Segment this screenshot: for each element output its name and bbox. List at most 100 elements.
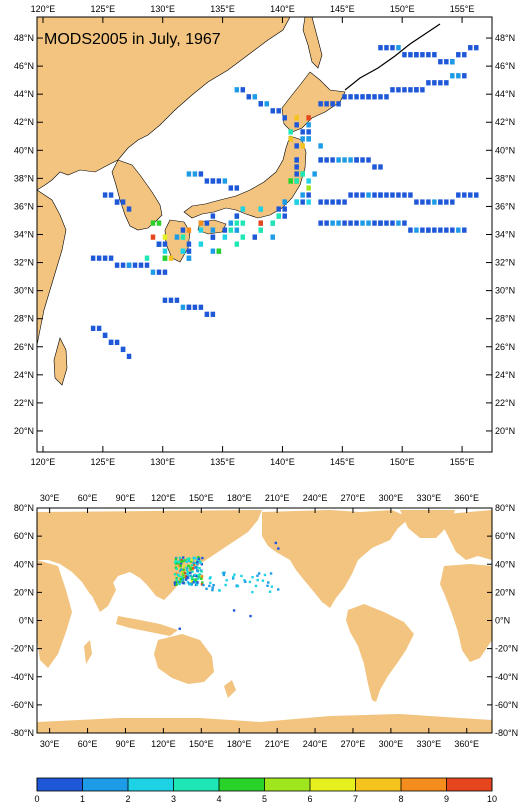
observation-cell	[234, 213, 240, 219]
observation-cell	[177, 560, 180, 564]
observation-cell	[360, 94, 365, 100]
top-map-land-kurils	[344, 23, 441, 91]
observation-cell	[195, 566, 199, 569]
observation-cell	[246, 94, 252, 100]
observation-cell	[208, 584, 211, 588]
observation-cell	[462, 73, 467, 79]
observation-cell	[426, 52, 431, 58]
bottom-lat-label-right: -80°N	[495, 728, 518, 738]
top-lon-label-top: 155°E	[450, 4, 475, 14]
top-lon-label-top: 150°E	[390, 4, 415, 14]
bottom-lon-label-top: 60°E	[78, 493, 98, 503]
observation-cell	[198, 304, 204, 310]
observation-cell	[224, 583, 227, 587]
top-lon-label-top: 145°E	[330, 4, 355, 14]
observation-cell	[194, 581, 197, 584]
observation-cell	[396, 45, 401, 51]
observation-cell	[175, 576, 178, 580]
observation-cell	[450, 199, 455, 205]
bottom-lat-label-left: 80°N	[14, 503, 34, 513]
top-lat-label-right: 32°N	[495, 258, 515, 268]
observation-cell	[102, 332, 108, 338]
observation-cell	[396, 87, 401, 93]
bottom-lon-label-bottom: 120°E	[151, 739, 176, 749]
observation-cell	[366, 220, 371, 226]
observation-cell	[426, 199, 431, 205]
observation-cell	[120, 346, 126, 353]
observation-cell	[202, 583, 205, 587]
observation-cell	[209, 581, 212, 585]
observation-cell	[258, 206, 264, 212]
observation-cell	[197, 574, 200, 577]
observation-cell	[195, 583, 199, 586]
observation-cell	[108, 339, 114, 346]
bottom-lon-label-bottom: 300°E	[379, 739, 404, 749]
observation-cell	[210, 213, 216, 219]
observation-cell	[186, 171, 192, 177]
observation-cell	[390, 87, 395, 93]
bottom-map-land-indonesia	[116, 616, 178, 636]
observation-cell	[306, 115, 311, 121]
observation-cell	[174, 297, 180, 303]
top-lon-label-bottom: 125°E	[91, 457, 116, 467]
observation-cell	[185, 560, 188, 563]
top-lat-label-left: 30°N	[14, 286, 34, 296]
observation-cell	[185, 567, 189, 570]
observation-cell	[342, 220, 347, 226]
observation-cell	[312, 171, 317, 177]
observation-cell	[181, 556, 185, 559]
bottom-lon-label-bottom: 240°E	[303, 739, 328, 749]
observation-cell	[414, 87, 419, 93]
observation-cell	[277, 547, 280, 550]
observation-cell	[222, 573, 226, 577]
observation-cell	[186, 581, 190, 584]
bottom-lat-label-left: -60°N	[11, 700, 34, 710]
observation-cell	[210, 248, 216, 254]
observation-cell	[342, 199, 347, 205]
top-lat-label-right: 36°N	[495, 201, 515, 211]
observation-cell	[190, 580, 194, 583]
observation-cell	[186, 557, 189, 561]
observation-cell	[108, 192, 114, 198]
observation-cell	[180, 558, 183, 562]
observation-cell	[196, 558, 199, 561]
observation-cell	[223, 571, 226, 574]
observation-cell	[180, 570, 184, 573]
bottom-lon-label-top: 30°E	[40, 493, 60, 503]
bottom-lat-label-right: -20°N	[495, 644, 518, 654]
bottom-map-land-new-zealand	[224, 680, 236, 698]
bottom-map-land-africa-east	[440, 564, 492, 662]
colorbar-tick-label: 7	[353, 794, 358, 804]
observation-cell	[90, 325, 96, 331]
observation-cell	[420, 199, 425, 205]
observation-cell	[236, 584, 240, 588]
observation-cell	[178, 582, 181, 586]
observation-cell	[282, 206, 287, 212]
observation-cell	[197, 556, 200, 559]
observation-cell	[234, 220, 240, 226]
bottom-lat-label-right: 60°N	[495, 531, 515, 541]
observation-cell	[324, 220, 329, 226]
observation-cell	[396, 192, 401, 198]
colorbar-tick-label: 4	[216, 794, 221, 804]
observation-cell	[444, 199, 449, 205]
observation-cell	[372, 94, 377, 100]
observation-cell	[231, 577, 235, 580]
observation-cell	[414, 227, 419, 233]
bottom-map-land-africa	[37, 560, 72, 668]
top-map-land-honshu	[183, 135, 307, 219]
top-map-observations	[90, 45, 479, 360]
observation-cell	[306, 199, 311, 205]
observation-cell	[384, 94, 389, 100]
top-lon-label-top: 130°E	[150, 4, 175, 14]
observation-cell	[200, 577, 203, 580]
bottom-lat-label-left: -20°N	[11, 644, 34, 654]
observation-cell	[189, 567, 192, 570]
observation-cell	[450, 73, 455, 79]
observation-cell	[324, 199, 329, 205]
observation-cell	[182, 576, 185, 579]
observation-cell	[187, 559, 191, 563]
observation-cell	[177, 580, 180, 584]
top-map-land-korea	[111, 159, 163, 231]
observation-cell	[186, 574, 190, 577]
